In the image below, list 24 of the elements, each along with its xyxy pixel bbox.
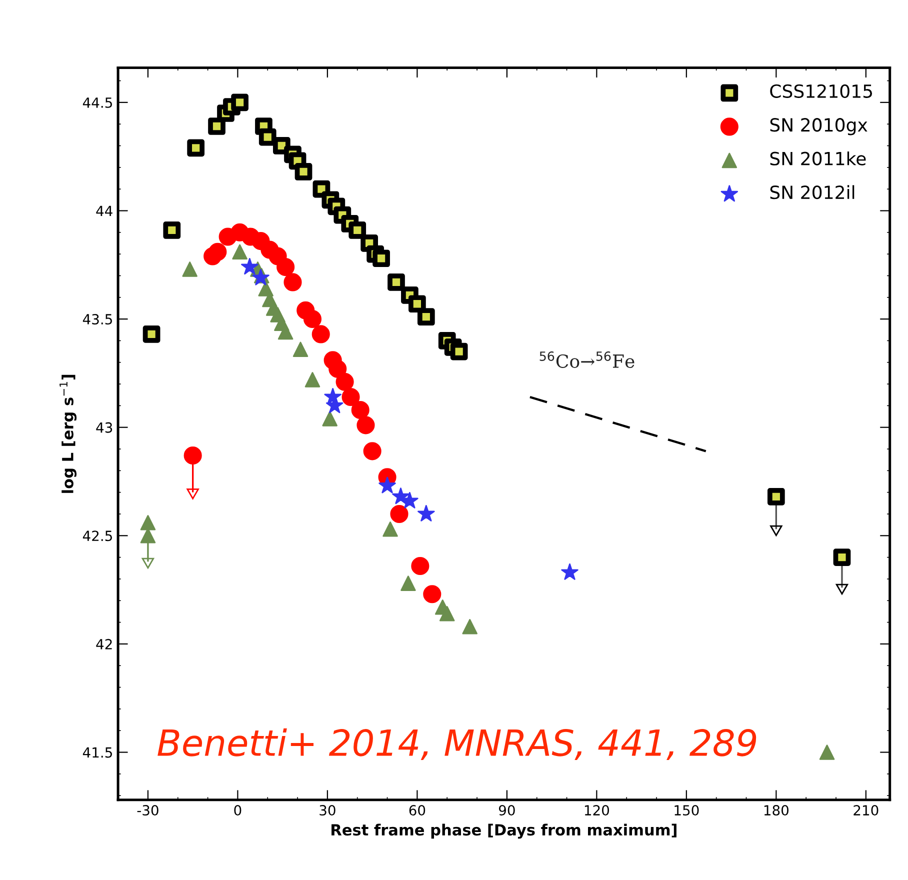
legend-label: CSS121015 xyxy=(770,84,872,98)
x-tick-label: 60 xyxy=(409,805,426,816)
x-tick-label: 30 xyxy=(320,805,336,816)
y-tick-label: 43.5 xyxy=(82,314,112,325)
y-tick-label: 41.5 xyxy=(82,747,112,758)
x-axis-title: Rest frame phase [Days from maximum] xyxy=(332,824,676,839)
x-tick-label: 90 xyxy=(498,805,515,816)
y-tick-label: 44 xyxy=(96,206,112,216)
y-axis-title: log L [erg s$^{−1}$] xyxy=(60,374,77,493)
x-tick-label: 0 xyxy=(234,805,242,816)
x-tick-label: 180 xyxy=(764,805,788,816)
annotation: Benetti+ 2014, MNRAS, 441, 289 xyxy=(158,728,756,760)
x-tick-label: 120 xyxy=(584,805,610,816)
legend-label: SN 2012il xyxy=(770,185,854,200)
x-tick-label: 150 xyxy=(674,805,699,816)
y-tick-label: 42.5 xyxy=(82,530,112,542)
x-tick-label: -30 xyxy=(137,805,158,816)
y-tick-label: 43 xyxy=(96,422,112,433)
y-tick-label: 44.5 xyxy=(82,98,112,108)
legend-label: SN 2011ke xyxy=(770,151,866,166)
legend-label: SN 2010gx xyxy=(770,118,868,136)
annotation: $^{56}$Co→$^{56}$Fe xyxy=(540,351,634,368)
x-tick-label: 210 xyxy=(854,805,878,816)
y-tick-label: 42 xyxy=(96,638,112,650)
